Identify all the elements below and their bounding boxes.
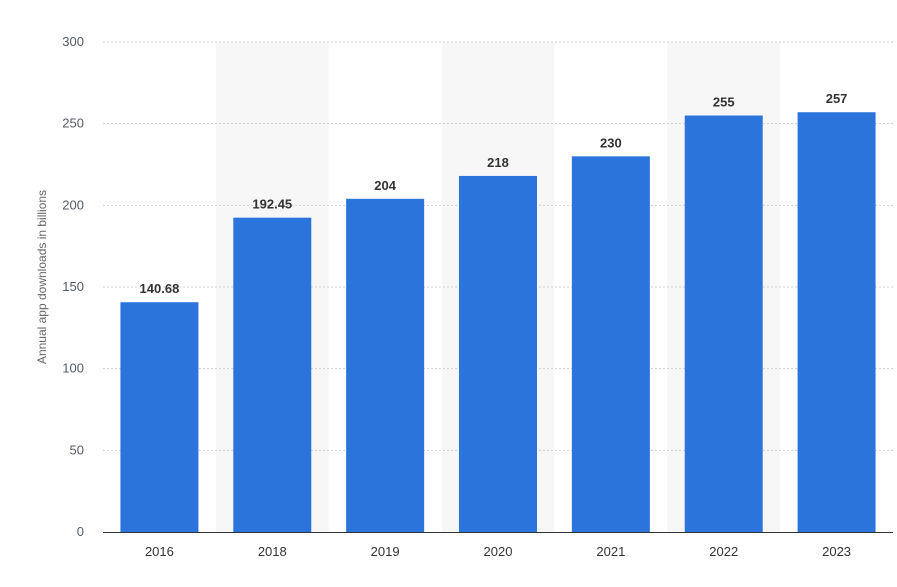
x-tick-label-2023: 2023 [822,544,851,559]
bar-2022 [684,115,763,532]
data-label-2020: 218 [487,155,509,170]
bar-2021 [571,156,650,533]
data-label-2022: 255 [713,95,735,110]
data-label-2018: 192.45 [252,197,292,212]
data-label-2021: 230 [600,135,622,150]
x-tick-label-2020: 2020 [484,544,513,559]
y-tick-label: 300 [62,34,84,49]
bar-2020 [459,175,537,532]
data-label-2023: 257 [826,91,848,106]
x-tick-label-2016: 2016 [145,544,174,559]
y-axis-tick-labels: 0 50 100 150 200 250 300 [62,34,84,539]
data-labels: 140.68 192.45 204 218 230 255 257 [140,91,848,296]
y-tick-label: 250 [62,116,84,131]
x-tick-label-2019: 2019 [371,544,400,559]
bars [120,112,876,533]
bar-2018 [233,217,312,533]
x-tick-label-2021: 2021 [596,544,625,559]
y-tick-label: 50 [70,442,84,457]
y-tick-label: 200 [62,197,84,212]
x-axis-tick-labels: 2016 2018 2019 2020 2021 2022 2023 [145,544,851,559]
y-tick-label: 100 [62,361,84,376]
y-axis-title: Annual app downloads in billions [35,190,49,364]
y-tick-label: 150 [62,279,84,294]
data-label-2016: 140.68 [140,281,180,296]
x-tick-label-2022: 2022 [709,544,738,559]
data-label-2019: 204 [374,178,396,193]
bar-2023 [797,112,876,532]
bar-2016 [120,302,199,532]
y-tick-label: 0 [77,524,84,539]
bar-2019 [346,198,425,533]
x-tick-label-2018: 2018 [258,544,287,559]
